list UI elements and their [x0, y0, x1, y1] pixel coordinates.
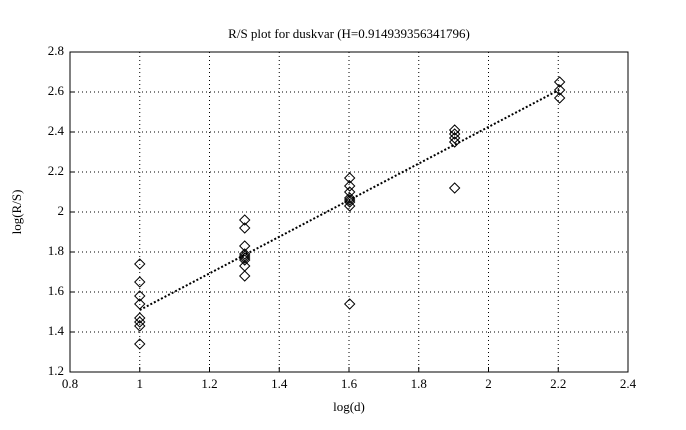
data-point [553, 84, 566, 96]
data-point [343, 298, 356, 310]
data-point [239, 270, 251, 282]
x-axis-label: log(d) [333, 399, 365, 414]
y-tick-label: 2.8 [48, 43, 64, 58]
data-point [448, 182, 461, 194]
data-point [343, 200, 356, 212]
x-tick-label: 1 [137, 376, 144, 391]
data-point [239, 254, 251, 266]
chart-title: R/S plot for duskvar (H=0.91493935634179… [228, 26, 470, 41]
data-point [134, 312, 146, 324]
data-point [239, 214, 251, 226]
data-point [343, 196, 356, 208]
data-point [343, 172, 356, 184]
x-tick-label: 0.8 [62, 376, 78, 391]
data-point [134, 258, 146, 270]
x-tick-label: 2 [485, 376, 492, 391]
data-point [134, 338, 146, 350]
data-point [448, 132, 461, 144]
data-point [239, 248, 251, 260]
y-tick-label: 1.2 [48, 363, 64, 378]
y-tick-label: 2.6 [48, 83, 65, 98]
y-tick-label: 1.8 [48, 243, 64, 258]
data-point [448, 128, 461, 140]
data-point [343, 192, 356, 204]
x-tick-label: 1.2 [201, 376, 217, 391]
y-tick-label: 2.4 [48, 123, 65, 138]
x-tick-label: 2.2 [550, 376, 566, 391]
data-point [448, 124, 461, 136]
y-tick-label: 2 [58, 203, 65, 218]
data-point [134, 320, 146, 332]
data-point [553, 76, 566, 88]
x-tick-label: 2.4 [620, 376, 637, 391]
x-tick-label: 1.8 [411, 376, 427, 391]
data-point [239, 252, 251, 264]
y-tick-label: 2.2 [48, 163, 64, 178]
data-point [134, 290, 146, 302]
data-point [553, 92, 566, 104]
data-point [448, 136, 461, 148]
y-axis-label: log(R/S) [9, 190, 24, 235]
data-point [134, 276, 146, 288]
fit-line [139, 88, 561, 311]
data-point [239, 222, 251, 234]
x-tick-label: 1.6 [341, 376, 358, 391]
data-point [134, 316, 146, 328]
y-tick-label: 1.6 [48, 283, 65, 298]
x-tick-label: 1.4 [271, 376, 288, 391]
y-tick-label: 1.4 [48, 323, 65, 338]
data-point [343, 180, 356, 192]
